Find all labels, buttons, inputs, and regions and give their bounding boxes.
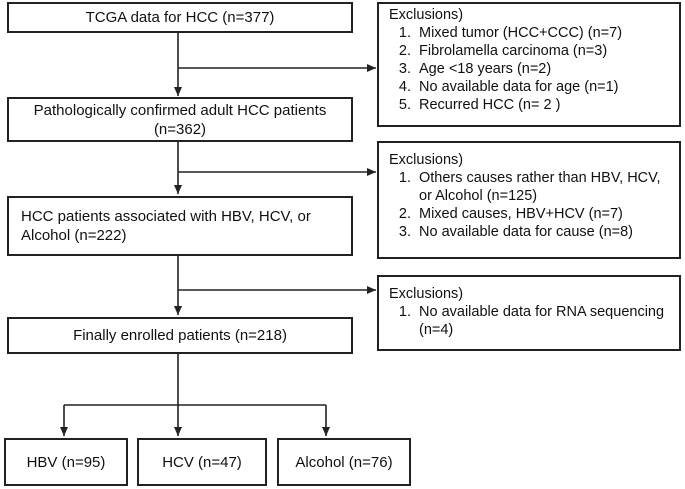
hbv-label: HBV (n=95) [26, 453, 106, 471]
exclusions-box-3: Exclusions) No available data for RNA se… [377, 275, 681, 351]
box-causes-label-2: Alcohol (n=222) [21, 227, 127, 244]
box-tcga-data: TCGA data for HCC (n=377) [7, 2, 353, 33]
list-item: Others causes rather than HBV, HCV, or A… [415, 169, 673, 205]
exclusions-1-list: Mixed tumor (HCC+CCC) (n=7) Fibrolamella… [389, 24, 673, 114]
hcv-label: HCV (n=47) [162, 453, 242, 471]
list-item: Mixed tumor (HCC+CCC) (n=7) [415, 24, 673, 42]
exclusions-1-title: Exclusions) [389, 7, 464, 23]
exclusions-3-title: Exclusions) [389, 286, 464, 302]
box-alcohol: Alcohol (n=76) [277, 438, 411, 486]
box-tcga-data-label: TCGA data for HCC (n=377) [85, 9, 275, 26]
box-confirmed-adult-hcc: Pathologically confirmed adult HCC patie… [7, 97, 353, 142]
box-confirmed-label-2: (n=362) [153, 120, 207, 138]
box-confirmed-label-1: Pathologically confirmed adult HCC patie… [33, 101, 327, 119]
box-hcv: HCV (n=47) [137, 438, 267, 486]
exclusions-2-title: Exclusions) [389, 152, 464, 168]
list-item: Fibrolamella carcinoma (n=3) [415, 42, 673, 60]
box-hcc-hbv-hcv-alcohol: HCC patients associated with HBV, HCV, o… [7, 196, 353, 256]
list-item: Mixed causes, HBV+HCV (n=7) [415, 205, 673, 223]
box-enrolled-label: Finally enrolled patients (n=218) [73, 327, 287, 344]
list-item: No available data for age (n=1) [415, 78, 673, 96]
list-item: Recurred HCC (n= 2 ) [415, 96, 673, 114]
box-hbv: HBV (n=95) [4, 438, 128, 486]
box-causes-label-1: HCC patients associated with HBV, HCV, o… [21, 208, 311, 225]
exclusions-2-list: Others causes rather than HBV, HCV, or A… [389, 169, 673, 241]
exclusions-3-list: No available data for RNA sequencing (n=… [389, 303, 673, 339]
box-finally-enrolled: Finally enrolled patients (n=218) [7, 317, 353, 354]
list-item: No available data for RNA sequencing (n=… [415, 303, 673, 339]
list-item: Age <18 years (n=2) [415, 60, 673, 78]
list-item: No available data for cause (n=8) [415, 223, 673, 241]
exclusions-box-1: Exclusions) Mixed tumor (HCC+CCC) (n=7) … [377, 2, 681, 127]
alcohol-label: Alcohol (n=76) [295, 453, 393, 471]
exclusions-box-2: Exclusions) Others causes rather than HB… [377, 141, 681, 259]
